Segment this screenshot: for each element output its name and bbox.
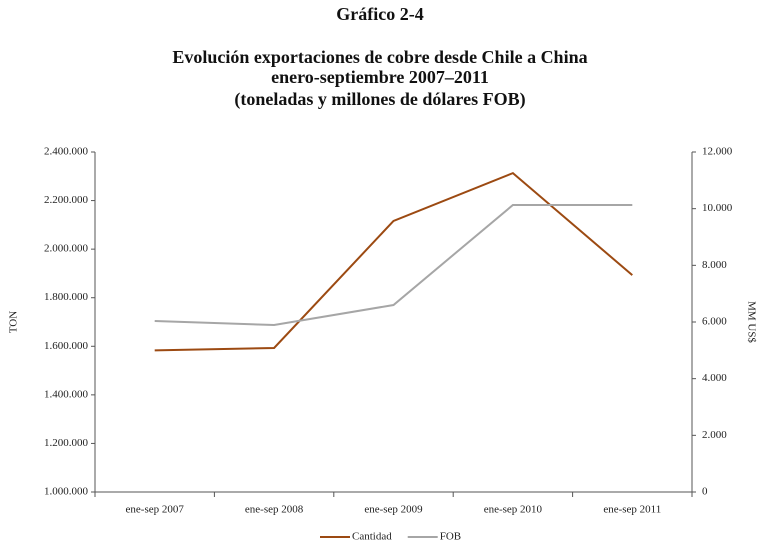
y2-tick-label: 12.000 [702,146,733,158]
chart-subtitle: Evolución exportaciones de cobre desde C… [172,47,587,67]
y-tick-label: 2.400.000 [44,146,89,158]
y-tick-label: 1.800.000 [44,291,89,303]
x-tick-label: ene-sep 2011 [603,504,661,516]
legend-label: Cantidad [352,531,392,543]
y2-axis-label: MM US$ [745,301,757,343]
x-tick-label: ene-sep 2009 [364,504,423,516]
y-tick-label: 2.000.000 [44,243,89,255]
y2-tick-label: 4.000 [702,372,727,384]
legend-label: FOB [440,531,461,543]
x-tick-label: ene-sep 2008 [245,504,304,516]
y2-tick-label: 8.000 [702,259,727,271]
chart-subtitle: (toneladas y millones de dólares FOB) [234,89,525,110]
y2-tick-label: 0 [702,486,708,498]
y2-tick-label: 2.000 [702,429,727,441]
y-tick-label: 1.600.000 [44,340,89,352]
y-axis-label: TON [8,311,20,333]
y2-tick-label: 6.000 [702,316,727,328]
x-tick-label: ene-sep 2007 [126,504,185,516]
series-line [154,171,633,352]
y-tick-label: 2.200.000 [44,194,89,206]
y-tick-label: 1.400.000 [44,388,89,400]
y2-tick-label: 10.000 [702,202,733,214]
series-line [154,204,633,327]
chart-subtitle: enero-septiembre 2007–2011 [271,67,489,87]
chart-title: Gráfico 2-4 [336,4,423,24]
x-tick-label: ene-sep 2010 [484,504,543,516]
y-tick-label: 1.000.000 [44,486,89,498]
y-tick-label: 1.200.000 [44,437,89,449]
